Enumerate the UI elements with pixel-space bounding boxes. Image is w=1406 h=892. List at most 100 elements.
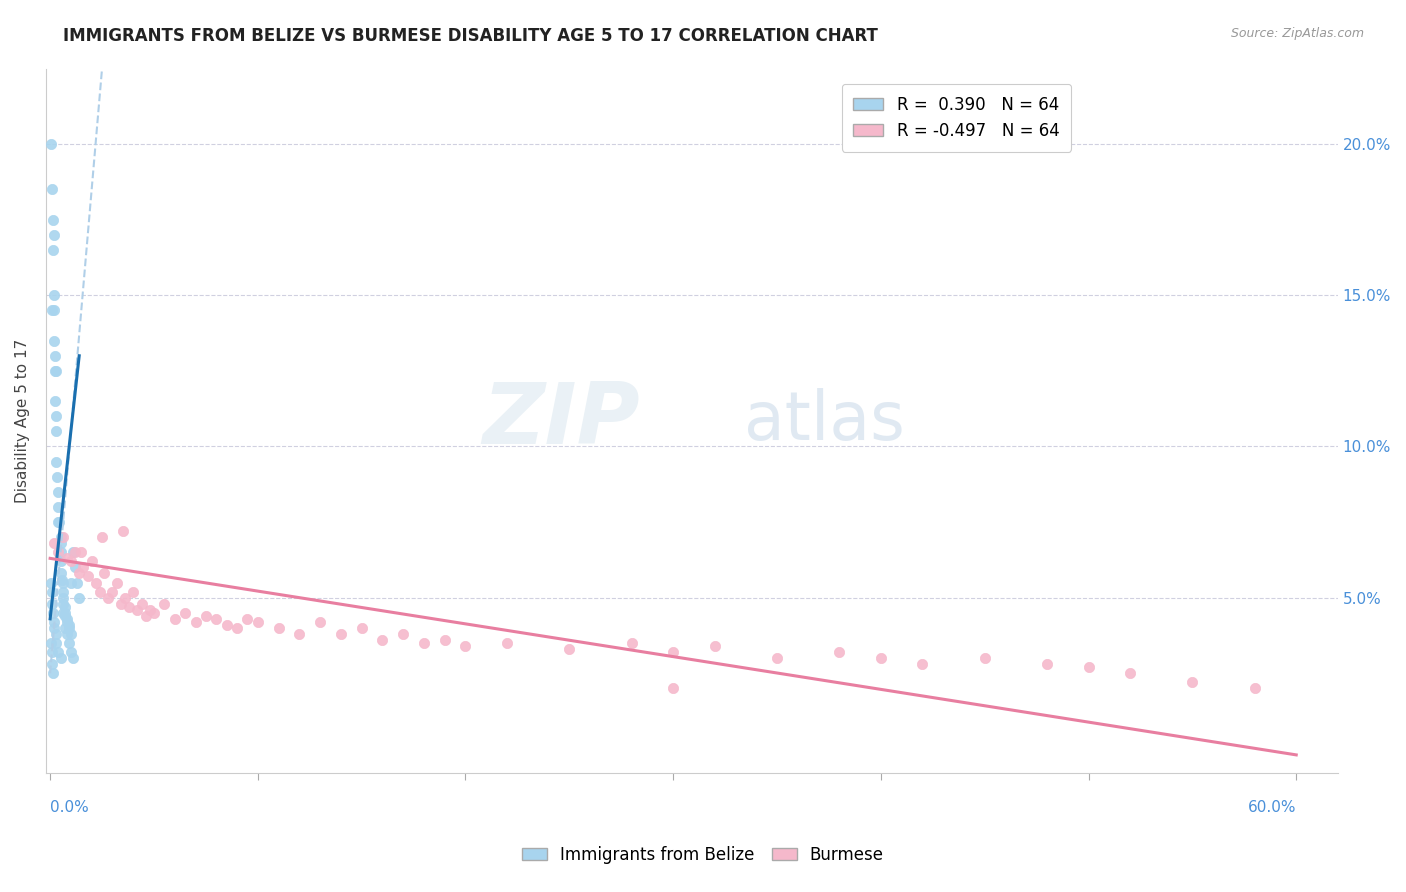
Point — [111, 524, 134, 538]
Point — [131, 597, 153, 611]
Point — [101, 584, 124, 599]
Point — [48, 484, 70, 499]
Point — [371, 632, 394, 647]
Point — [194, 608, 217, 623]
Point — [93, 566, 115, 581]
Point — [41, 645, 63, 659]
Point — [392, 627, 415, 641]
Point — [236, 612, 259, 626]
Point — [48, 515, 70, 529]
Point — [49, 566, 72, 581]
Point — [59, 554, 82, 568]
Point — [1181, 675, 1204, 690]
Point — [63, 545, 86, 559]
Point — [52, 584, 75, 599]
Point — [39, 636, 62, 650]
Point — [62, 651, 84, 665]
Point — [870, 651, 893, 665]
Text: ZIP: ZIP — [482, 379, 640, 462]
Point — [44, 334, 66, 348]
Point — [51, 573, 73, 587]
Legend: R =  0.390   N = 64, R = -0.497   N = 64: R = 0.390 N = 64, R = -0.497 N = 64 — [842, 84, 1071, 152]
Point — [55, 612, 77, 626]
Point — [66, 575, 89, 590]
Point — [55, 551, 77, 566]
Point — [72, 560, 94, 574]
Point — [662, 681, 685, 696]
Point — [42, 606, 65, 620]
Point — [42, 227, 65, 242]
Point — [55, 615, 77, 629]
Point — [496, 636, 519, 650]
Point — [41, 597, 63, 611]
Point — [163, 612, 186, 626]
Point — [122, 584, 145, 599]
Point — [1036, 657, 1059, 672]
Point — [973, 651, 995, 665]
Point — [48, 515, 70, 529]
Point — [350, 621, 373, 635]
Point — [39, 137, 62, 152]
Point — [44, 621, 66, 635]
Point — [139, 603, 162, 617]
Point — [52, 575, 75, 590]
Point — [44, 615, 66, 629]
Point — [89, 584, 111, 599]
Point — [1077, 660, 1099, 674]
Point — [53, 606, 76, 620]
Point — [105, 575, 128, 590]
Point — [84, 575, 107, 590]
Point — [59, 575, 82, 590]
Point — [288, 627, 311, 641]
Point — [413, 636, 436, 650]
Point — [114, 591, 136, 605]
Point — [174, 606, 197, 620]
Point — [1119, 666, 1142, 681]
Point — [153, 597, 176, 611]
Point — [558, 642, 581, 657]
Y-axis label: Disability Age 5 to 17: Disability Age 5 to 17 — [15, 339, 30, 503]
Point — [48, 545, 70, 559]
Point — [766, 651, 789, 665]
Point — [53, 599, 76, 614]
Text: IMMIGRANTS FROM BELIZE VS BURMESE DISABILITY AGE 5 TO 17 CORRELATION CHART: IMMIGRANTS FROM BELIZE VS BURMESE DISABI… — [63, 27, 879, 45]
Point — [454, 639, 477, 653]
Point — [135, 608, 157, 623]
Point — [49, 554, 72, 568]
Point — [143, 606, 166, 620]
Point — [1243, 681, 1265, 696]
Point — [41, 182, 63, 196]
Point — [67, 591, 90, 605]
Point — [45, 454, 67, 468]
Point — [48, 500, 70, 514]
Point — [63, 560, 86, 574]
Point — [41, 212, 63, 227]
Point — [59, 627, 82, 641]
Point — [184, 615, 207, 629]
Point — [80, 554, 103, 568]
Point — [58, 618, 80, 632]
Point — [329, 627, 352, 641]
Point — [42, 666, 65, 681]
Point — [46, 469, 69, 483]
Point — [45, 425, 67, 439]
Point — [52, 591, 75, 605]
Point — [309, 615, 332, 629]
Point — [97, 591, 120, 605]
Point — [44, 536, 66, 550]
Point — [67, 566, 90, 581]
Point — [39, 575, 62, 590]
Point — [246, 615, 269, 629]
Point — [433, 632, 456, 647]
Point — [44, 364, 66, 378]
Point — [41, 657, 63, 672]
Point — [49, 545, 72, 559]
Point — [91, 530, 114, 544]
Point — [44, 349, 66, 363]
Point — [49, 530, 72, 544]
Point — [703, 639, 725, 653]
Point — [41, 584, 63, 599]
Point — [59, 645, 82, 659]
Point — [53, 608, 76, 623]
Point — [49, 651, 72, 665]
